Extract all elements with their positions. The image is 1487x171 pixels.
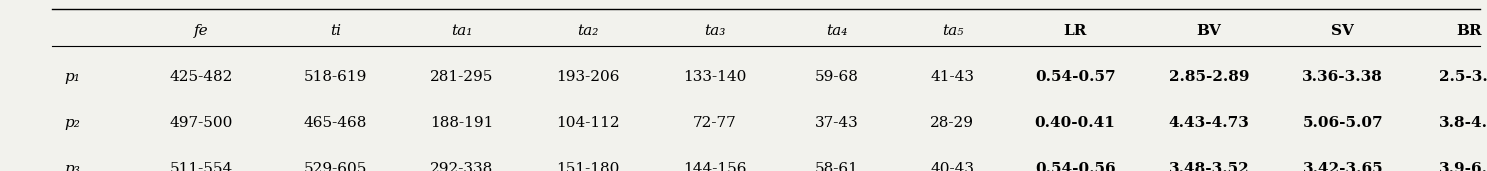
Text: 3.48-3.52: 3.48-3.52 — [1169, 162, 1249, 171]
Text: ta₁: ta₁ — [451, 24, 473, 38]
Text: 193-206: 193-206 — [556, 70, 620, 84]
Text: BR: BR — [1456, 24, 1483, 38]
Text: 59-68: 59-68 — [815, 70, 859, 84]
Text: 144-156: 144-156 — [683, 162, 746, 171]
Text: ti: ti — [330, 24, 341, 38]
Text: 151-180: 151-180 — [556, 162, 620, 171]
Text: 292-338: 292-338 — [430, 162, 494, 171]
Text: 518-619: 518-619 — [303, 70, 367, 84]
Text: 0.54-0.56: 0.54-0.56 — [1035, 162, 1115, 171]
Text: 40-43: 40-43 — [931, 162, 974, 171]
Text: BV: BV — [1197, 24, 1221, 38]
Text: ta₂: ta₂ — [577, 24, 599, 38]
Text: fe: fe — [195, 24, 208, 38]
Text: p₁: p₁ — [64, 70, 80, 84]
Text: 3.42-3.65: 3.42-3.65 — [1303, 162, 1383, 171]
Text: 0.54-0.57: 0.54-0.57 — [1035, 70, 1115, 84]
Text: 28-29: 28-29 — [931, 116, 974, 130]
Text: 511-554: 511-554 — [170, 162, 233, 171]
Text: 188-191: 188-191 — [430, 116, 494, 130]
Text: 3.36-3.38: 3.36-3.38 — [1303, 70, 1383, 84]
Text: 2.5-3.0: 2.5-3.0 — [1439, 70, 1487, 84]
Text: 425-482: 425-482 — [170, 70, 233, 84]
Text: 58-61: 58-61 — [815, 162, 859, 171]
Text: SV: SV — [1331, 24, 1355, 38]
Text: ta₅: ta₅ — [941, 24, 964, 38]
Text: 3.8-4.3: 3.8-4.3 — [1439, 116, 1487, 130]
Text: ta₃: ta₃ — [703, 24, 726, 38]
Text: 0.40-0.41: 0.40-0.41 — [1035, 116, 1115, 130]
Text: 37-43: 37-43 — [815, 116, 859, 130]
Text: 104-112: 104-112 — [556, 116, 620, 130]
Text: 497-500: 497-500 — [170, 116, 233, 130]
Text: p₃: p₃ — [64, 162, 80, 171]
Text: 2.85-2.89: 2.85-2.89 — [1169, 70, 1249, 84]
Text: LR: LR — [1063, 24, 1087, 38]
Text: ta₄: ta₄ — [827, 24, 848, 38]
Text: 5.06-5.07: 5.06-5.07 — [1303, 116, 1383, 130]
Text: 4.43-4.73: 4.43-4.73 — [1169, 116, 1249, 130]
Text: 529-605: 529-605 — [303, 162, 367, 171]
Text: 3.9-6.0: 3.9-6.0 — [1439, 162, 1487, 171]
Text: 133-140: 133-140 — [683, 70, 746, 84]
Text: 41-43: 41-43 — [931, 70, 974, 84]
Text: 281-295: 281-295 — [430, 70, 494, 84]
Text: 465-468: 465-468 — [303, 116, 367, 130]
Text: p₂: p₂ — [64, 116, 80, 130]
Text: 72-77: 72-77 — [693, 116, 736, 130]
